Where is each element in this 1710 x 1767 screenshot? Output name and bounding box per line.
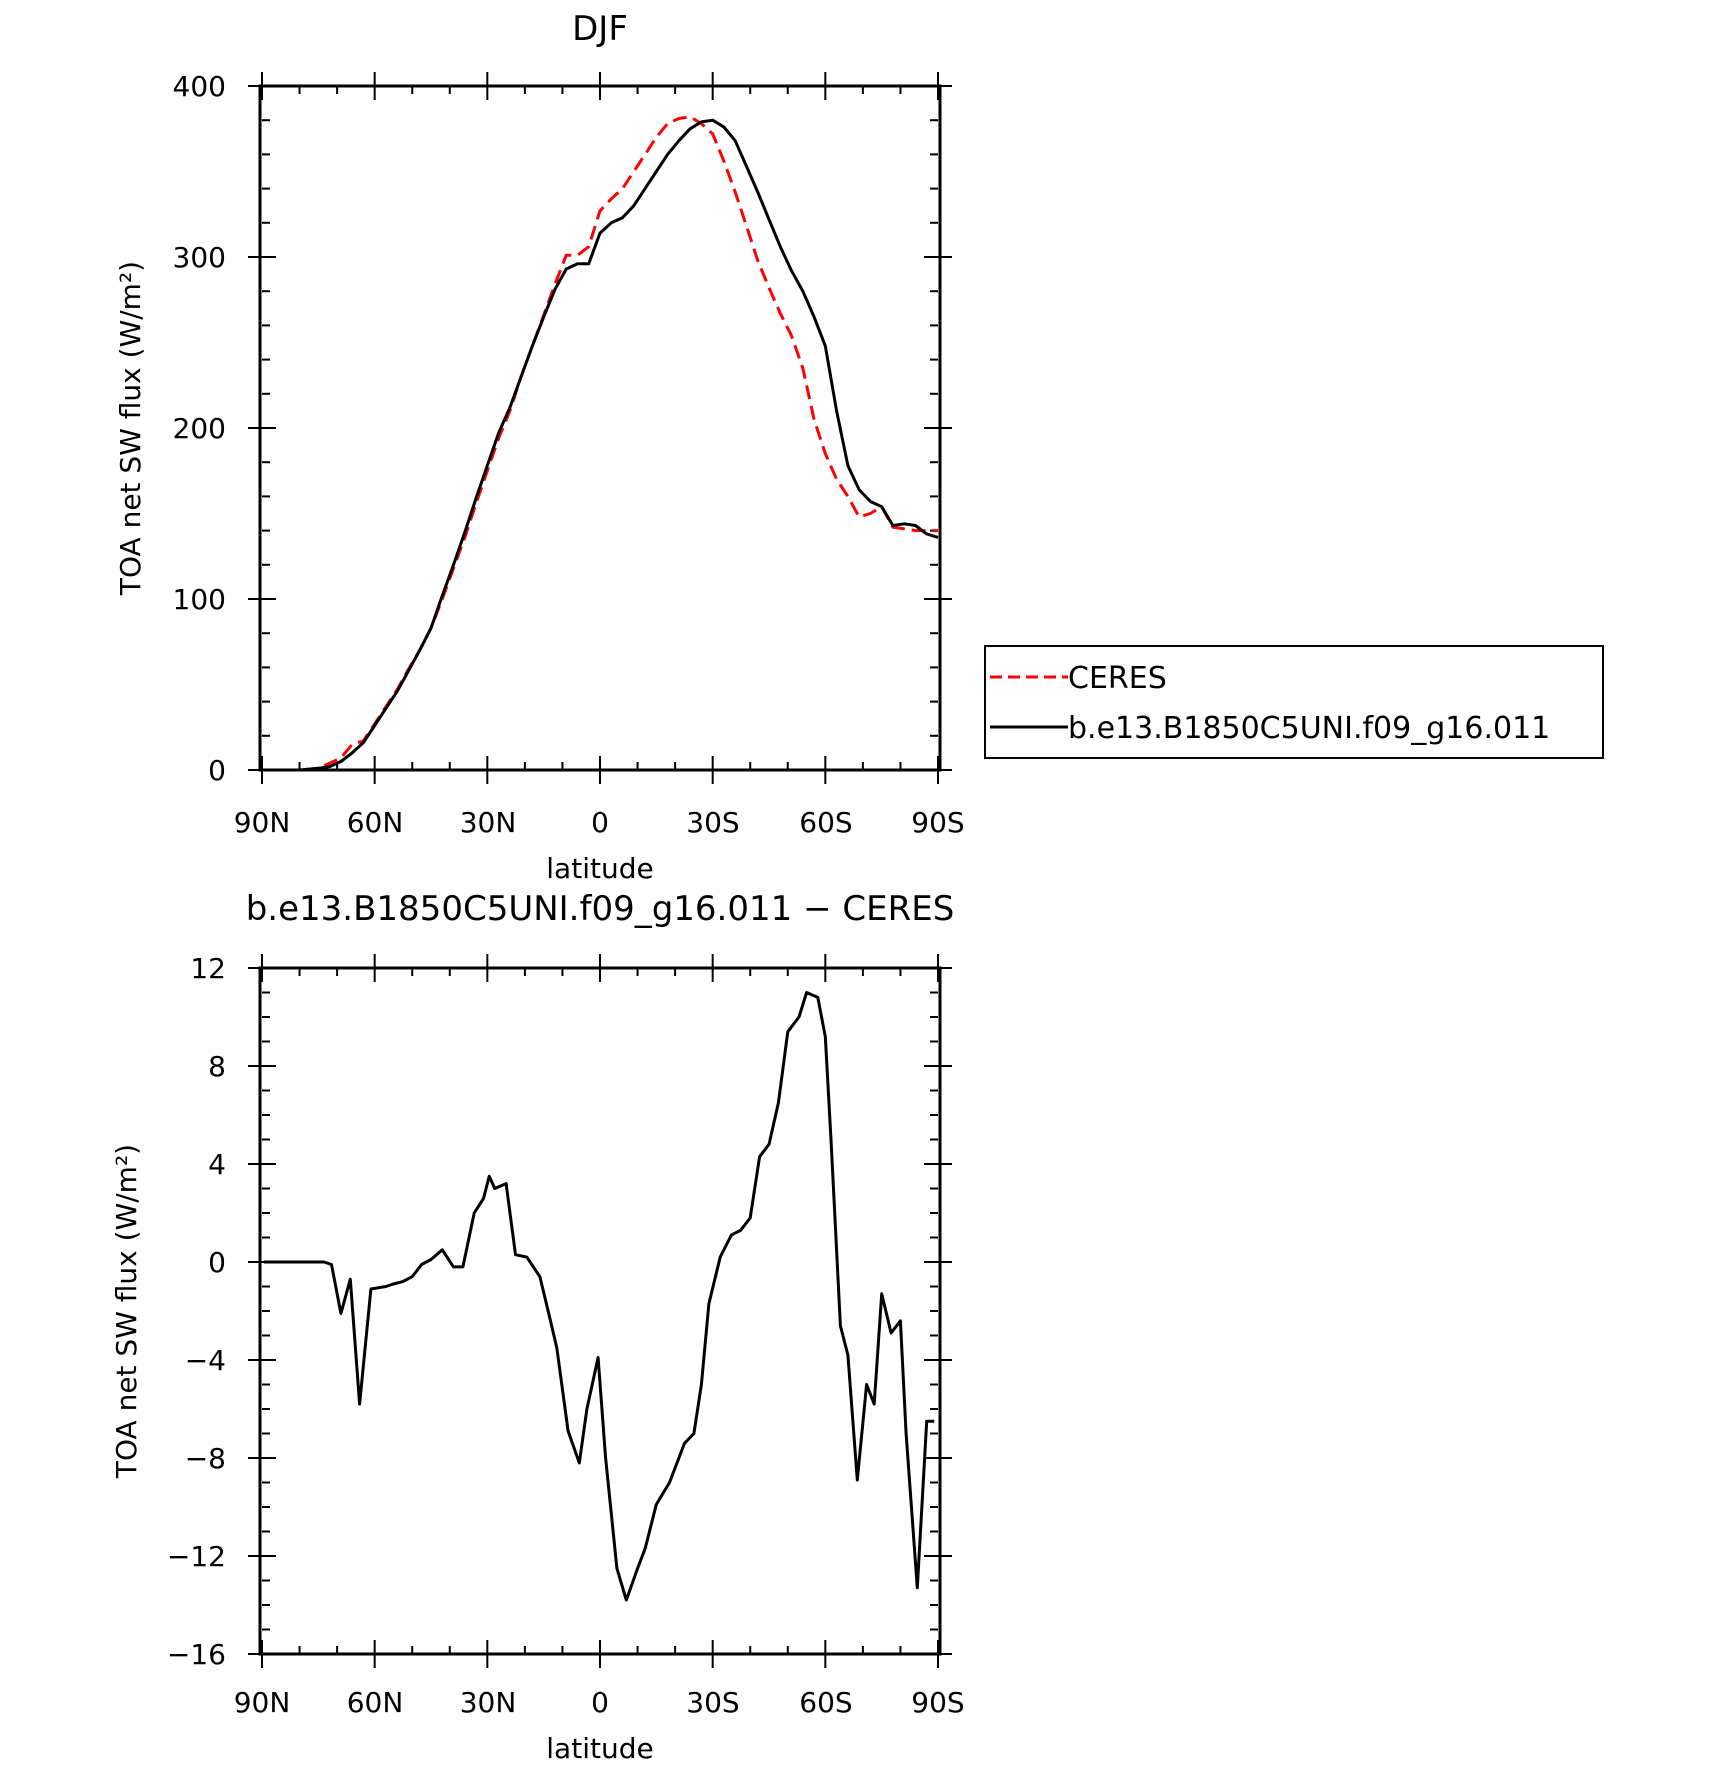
top-x-tick-label: 60N (347, 806, 404, 839)
bottom-plot-frame (258, 966, 942, 1656)
bottom-x-tick-label: 60N (347, 1686, 404, 1719)
bottom-y-tick-label: −16 (167, 1638, 226, 1671)
bottom-x-axis-label: latitude (546, 1732, 653, 1765)
top-axis-ticks (248, 72, 952, 784)
top-x-tick-label: 30S (686, 806, 739, 839)
top-x-tick-label: 60S (799, 806, 852, 839)
top-y-tick-label: 200 (173, 412, 226, 445)
top-x-tick-labels: 90N 60N 30N 0 30S 60S 90S (234, 806, 965, 839)
bottom-y-tick-labels: −16 −12 −8 −4 0 4 8 12 (167, 952, 226, 1671)
series-line-series-0 (263, 991, 935, 1602)
bottom-x-tick-label: 60S (799, 1686, 852, 1719)
bottom-x-tick-label: 30N (460, 1686, 517, 1719)
bottom-y-tick-label: 4 (208, 1148, 226, 1181)
top-y-tick-label: 100 (173, 583, 226, 616)
top-y-tick-label: 400 (173, 70, 226, 103)
bottom-x-tick-labels: 90N 60N 30N 0 30S 60S 90S (234, 1686, 965, 1719)
top-x-tick-label: 0 (591, 806, 609, 839)
bottom-y-tick-label: −12 (167, 1540, 226, 1573)
legend: CERES b.e13.B1850C5UNI.f09_g16.011 (984, 645, 1604, 759)
top-plot-frame (258, 84, 942, 772)
top-x-tick-label: 30N (460, 806, 517, 839)
top-y-tick-label: 0 (208, 754, 226, 787)
top-x-tick-label: 90N (234, 806, 291, 839)
series-line-b-e13-b1850c5uni-f09-g16-011 (262, 118, 939, 772)
bottom-y-tick-label: −8 (185, 1442, 226, 1475)
bottom-y-tick-label: 8 (208, 1050, 226, 1083)
top-y-axis-label: TOA net SW flux (W/m²) (114, 261, 147, 596)
bottom-y-tick-label: 12 (190, 952, 226, 985)
bottom-x-tick-label: 90S (911, 1686, 964, 1719)
legend-label-model: b.e13.B1850C5UNI.f09_g16.011 (1068, 711, 1550, 746)
top-y-tick-label: 300 (173, 241, 226, 274)
top-panel: DJF 0 100 200 300 400 90N 60N 30N 0 30S … (114, 9, 1604, 885)
bottom-y-tick-label: −4 (185, 1344, 226, 1377)
legend-label-ceres: CERES (1068, 661, 1167, 696)
bottom-x-tick-label: 0 (591, 1686, 609, 1719)
series-line-ceres (262, 115, 938, 772)
top-chart-title: DJF (572, 9, 628, 49)
top-x-axis-label: latitude (546, 852, 653, 885)
legend-box (984, 645, 1604, 759)
top-y-tick-labels: 0 100 200 300 400 (173, 70, 226, 787)
bottom-series-group (263, 991, 935, 1602)
top-series-group (262, 115, 939, 772)
bottom-x-tick-label: 90N (234, 1686, 291, 1719)
bottom-panel: b.e13.B1850C5UNI.f09_g16.011 − CERES −16… (110, 889, 965, 1765)
bottom-chart-title: b.e13.B1850C5UNI.f09_g16.011 − CERES (246, 889, 955, 929)
bottom-y-axis-label: TOA net SW flux (W/m²) (110, 1144, 143, 1479)
bottom-x-tick-label: 30S (686, 1686, 739, 1719)
bottom-y-tick-label: 0 (208, 1246, 226, 1279)
top-x-tick-label: 90S (911, 806, 964, 839)
